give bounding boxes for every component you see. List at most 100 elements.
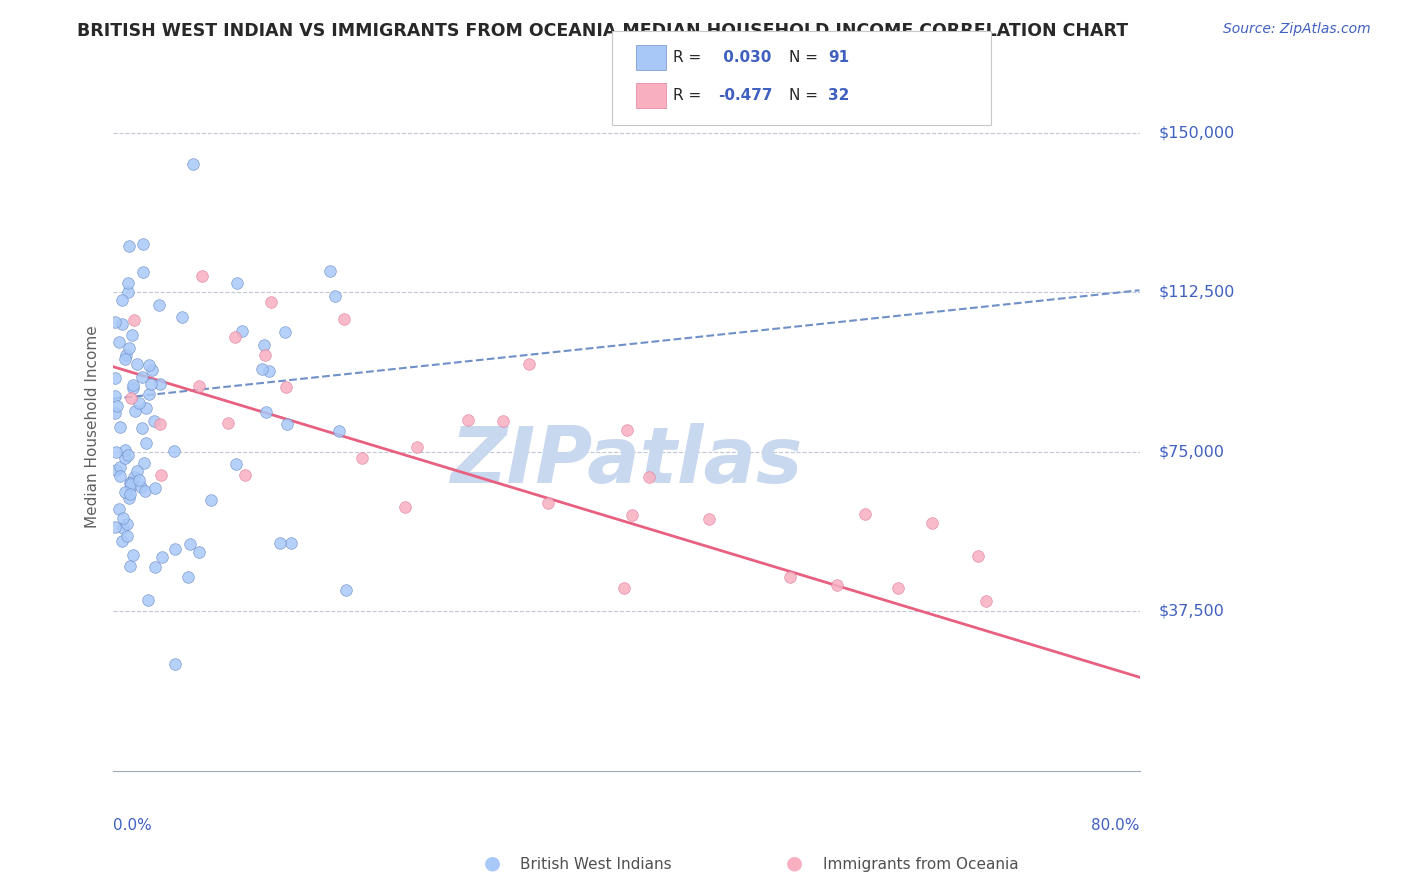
- Point: [104, 315, 127, 329]
- Point: [125, 357, 148, 371]
- Point: [118, 487, 141, 501]
- Point: [110, 317, 132, 331]
- Text: 0.0%: 0.0%: [114, 818, 152, 832]
- Point: [827, 578, 849, 592]
- Text: ZIPatlas: ZIPatlas: [450, 423, 803, 499]
- Point: [252, 362, 274, 376]
- Point: [974, 593, 997, 607]
- Point: [115, 529, 138, 543]
- Point: [191, 268, 214, 283]
- Text: ●: ●: [484, 854, 501, 872]
- Point: [274, 380, 297, 394]
- Point: [143, 559, 166, 574]
- Point: [226, 277, 249, 291]
- Point: [121, 548, 143, 562]
- Point: [457, 413, 479, 427]
- Text: $37,500: $37,500: [1159, 604, 1225, 619]
- Point: [114, 451, 136, 466]
- Point: [128, 473, 150, 487]
- Text: ●: ●: [786, 854, 803, 872]
- Point: [135, 435, 157, 450]
- Point: [120, 475, 142, 489]
- Point: [114, 443, 136, 458]
- Text: N =: N =: [789, 51, 823, 65]
- Y-axis label: Median Household Income: Median Household Income: [86, 325, 100, 528]
- Point: [107, 335, 129, 350]
- Point: [117, 285, 139, 299]
- Text: -0.477: -0.477: [718, 88, 773, 103]
- Point: [117, 276, 139, 290]
- Point: [114, 348, 136, 362]
- Point: [120, 558, 142, 573]
- Text: $112,500: $112,500: [1159, 285, 1234, 300]
- Point: [132, 265, 155, 279]
- Point: [111, 511, 134, 525]
- Text: R =: R =: [673, 51, 707, 65]
- Point: [779, 570, 801, 584]
- Point: [328, 424, 350, 438]
- Point: [269, 535, 291, 549]
- Point: [163, 541, 186, 556]
- Point: [115, 516, 138, 531]
- Point: [179, 537, 201, 551]
- Point: [333, 311, 356, 326]
- Point: [108, 419, 131, 434]
- Text: 32: 32: [828, 88, 849, 103]
- Point: [259, 294, 281, 309]
- Point: [853, 508, 876, 522]
- Text: 80.0%: 80.0%: [1091, 818, 1139, 832]
- Point: [104, 370, 127, 384]
- Point: [117, 448, 139, 462]
- Point: [138, 359, 160, 373]
- Point: [104, 406, 127, 420]
- Point: [131, 370, 153, 384]
- Point: [112, 521, 135, 535]
- Point: [122, 470, 145, 484]
- Point: [121, 328, 143, 343]
- Point: [350, 450, 373, 465]
- Point: [335, 583, 357, 598]
- Point: [150, 550, 173, 565]
- Point: [517, 357, 540, 371]
- Point: [124, 403, 146, 417]
- Text: British West Indians: British West Indians: [520, 857, 672, 872]
- Point: [254, 405, 277, 419]
- Point: [104, 520, 127, 534]
- Point: [163, 443, 186, 458]
- Point: [149, 376, 172, 391]
- Point: [104, 462, 127, 476]
- Point: [108, 459, 131, 474]
- Point: [125, 464, 148, 478]
- Point: [105, 399, 128, 413]
- Point: [136, 593, 159, 607]
- Point: [118, 475, 141, 490]
- Point: [188, 378, 211, 392]
- Point: [257, 364, 280, 378]
- Point: [406, 441, 429, 455]
- Point: [225, 457, 247, 471]
- Point: [537, 496, 560, 510]
- Point: [143, 481, 166, 495]
- Text: R =: R =: [673, 88, 707, 103]
- Point: [134, 484, 156, 499]
- Point: [118, 341, 141, 355]
- Point: [224, 330, 246, 344]
- Point: [921, 516, 943, 530]
- Point: [141, 362, 163, 376]
- Point: [120, 477, 142, 491]
- Point: [132, 456, 155, 470]
- Point: [276, 417, 298, 431]
- Point: [616, 423, 638, 437]
- Text: BRITISH WEST INDIAN VS IMMIGRANTS FROM OCEANIA MEDIAN HOUSEHOLD INCOME CORRELATI: BRITISH WEST INDIAN VS IMMIGRANTS FROM O…: [77, 22, 1129, 40]
- Point: [131, 421, 153, 435]
- Point: [492, 414, 515, 428]
- Point: [200, 493, 222, 508]
- Point: [104, 445, 127, 459]
- Point: [217, 417, 239, 431]
- Point: [620, 508, 643, 522]
- Point: [143, 414, 166, 428]
- Point: [135, 401, 157, 415]
- Point: [122, 381, 145, 395]
- Point: [177, 570, 200, 584]
- Point: [118, 491, 141, 505]
